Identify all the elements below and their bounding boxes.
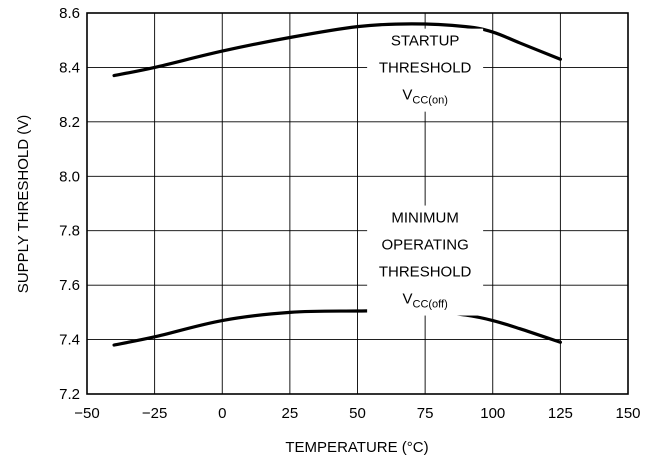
y-tick-label: 8.0 [59,168,80,185]
y-tick-label: 8.4 [59,59,80,76]
x-tick-label: 75 [417,405,434,422]
annotation-text: OPERATING [382,237,469,254]
annotation-symbol: VCC(off) [402,291,447,311]
annotation-text: STARTUP [391,33,460,50]
series-layer [112,22,562,347]
x-tick-labels: −50 −25 0 25 50 75 100 125 150 [74,405,640,422]
annotation-text: THRESHOLD [379,264,472,281]
y-tick-label: 7.2 [59,386,80,403]
annotation-background [367,205,484,316]
y-tick-label: 7.6 [59,277,80,294]
plot-frame [86,12,629,395]
annotation-layer: STARTUP THRESHOLD VCC(on) MINIMUM OPERATING T… [367,28,484,316]
grid-layer [87,13,628,394]
x-tick-label: 125 [548,405,573,422]
y-tick-label: 7.4 [59,332,80,349]
y-tick-label: 7.8 [59,223,80,240]
annotation-text: THRESHOLD [379,60,472,77]
x-axis-title: TEMPERATURE (°C) [285,439,428,456]
y-tick-label: 8.6 [59,5,80,22]
x-tick-label: 25 [282,405,299,422]
y-axis-title: SUPPLY THRESHOLD (V) [15,115,32,293]
x-tick-label: 0 [218,405,226,422]
annotation-background [367,28,484,112]
x-tick-label: 100 [480,405,505,422]
x-tick-label: −50 [74,405,99,422]
x-tick-label: 50 [349,405,366,422]
annotation-symbol: VCC(on) [402,87,447,107]
annotation-text: MINIMUM [391,210,459,227]
x-tick-label: 150 [615,405,640,422]
series-line-1 [112,22,562,78]
y-tick-label: 8.2 [59,114,80,131]
y-tick-labels: 7.2 7.4 7.6 7.8 8.0 8.2 8.4 8.6 [59,5,80,403]
x-tick-label: −25 [142,405,167,422]
